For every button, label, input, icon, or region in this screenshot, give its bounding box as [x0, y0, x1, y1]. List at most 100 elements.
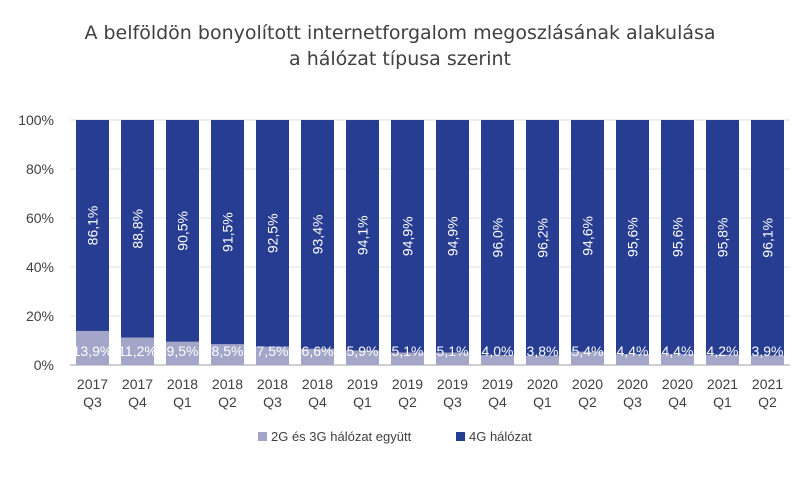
data-label-4g: 95,6%: [625, 217, 641, 257]
x-tick-label-quarter: Q4: [668, 394, 687, 410]
x-tick-label-year: 2018: [257, 376, 288, 392]
x-tick-label-year: 2020: [617, 376, 648, 392]
bar-2g3g: [436, 352, 469, 365]
y-tick-label: 60%: [26, 210, 54, 226]
data-label-4g: 94,1%: [355, 215, 371, 255]
data-label-4g: 96,2%: [535, 218, 551, 258]
bar-2g3g: [661, 354, 694, 365]
chart-title-line1: A belföldön bonyolított internetforgalom…: [84, 22, 716, 44]
x-tick-label-quarter: Q2: [218, 394, 237, 410]
data-label-4g: 91,5%: [220, 212, 236, 252]
data-label-2g3g: 3,8%: [527, 343, 559, 359]
bar-4g: [751, 120, 784, 356]
x-tick-label-quarter: Q2: [398, 394, 417, 410]
chart-title-line2: a hálózat típusa szerint: [289, 48, 511, 70]
bar-4g: [526, 120, 559, 356]
data-label-4g: 94,6%: [580, 216, 596, 256]
data-label-4g: 96,0%: [490, 218, 506, 258]
bar-4g: [706, 120, 739, 355]
bar-2g3g: [256, 346, 289, 365]
bar-2g3g: [526, 355, 559, 365]
bar-4g: [211, 120, 244, 345]
data-label-4g: 86,1%: [85, 206, 101, 246]
bar-4g: [121, 120, 154, 338]
bar-4g: [346, 120, 379, 351]
x-tick-label-quarter: Q1: [533, 394, 552, 410]
x-tick-label-quarter: Q3: [623, 394, 642, 410]
data-label-2g3g: 9,5%: [167, 343, 199, 359]
y-tick-label: 80%: [26, 161, 54, 177]
bar-4g: [571, 120, 604, 352]
bar-4g: [301, 120, 334, 349]
x-tick-label-year: 2019: [392, 376, 423, 392]
data-label-2g3g: 3,9%: [752, 343, 784, 359]
x-tick-label-year: 2020: [662, 376, 693, 392]
bar-2g3g: [121, 337, 154, 365]
bar-2g3g: [211, 344, 244, 365]
data-label-4g: 96,1%: [760, 218, 776, 258]
data-label-2g3g: 7,5%: [257, 343, 289, 359]
y-tick-label: 100%: [18, 112, 54, 128]
data-label-2g3g: 5,1%: [392, 343, 424, 359]
bar-2g3g: [346, 350, 379, 365]
y-tick-label: 20%: [26, 308, 54, 324]
x-tick-label-year: 2021: [707, 376, 738, 392]
x-tick-label-quarter: Q2: [578, 394, 597, 410]
x-tick-label-year: 2020: [527, 376, 558, 392]
x-tick-label-quarter: Q4: [128, 394, 147, 410]
x-tick-label-year: 2018: [167, 376, 198, 392]
x-tick-label-year: 2019: [347, 376, 378, 392]
data-label-2g3g: 4,4%: [662, 343, 694, 359]
x-tick-label-quarter: Q1: [713, 394, 732, 410]
data-label-2g3g: 4,0%: [482, 343, 514, 359]
x-tick-label-quarter: Q1: [353, 394, 372, 410]
data-label-2g3g: 11,2%: [118, 343, 157, 359]
bar-4g: [391, 120, 424, 353]
data-label-2g3g: 6,6%: [302, 343, 334, 359]
bar-4g: [76, 120, 109, 331]
data-label-2g3g: 8,5%: [212, 343, 244, 359]
y-tick-label: 0%: [34, 357, 54, 373]
y-tick-label: 40%: [26, 259, 54, 275]
data-label-4g: 94,9%: [445, 216, 461, 256]
bar-2g3g: [706, 354, 739, 365]
x-tick-label-quarter: Q3: [83, 394, 102, 410]
bar-2g3g: [571, 351, 604, 365]
bar-4g: [166, 120, 199, 342]
x-tick-label-year: 2021: [752, 376, 783, 392]
bar-2g3g: [751, 355, 784, 365]
bar-2g3g: [391, 352, 424, 365]
bar-2g3g: [76, 330, 109, 365]
x-tick-label-year: 2017: [122, 376, 153, 392]
data-label-2g3g: 5,4%: [572, 343, 604, 359]
data-label-4g: 95,8%: [715, 218, 731, 258]
x-tick-label-year: 2020: [572, 376, 603, 392]
data-label-4g: 88,8%: [130, 209, 146, 249]
data-label-2g3g: 13,9%: [73, 343, 113, 359]
bar-4g: [256, 120, 289, 347]
data-label-4g: 94,9%: [400, 216, 416, 256]
bar-2g3g: [301, 348, 334, 365]
x-tick-label-quarter: Q4: [488, 394, 507, 410]
bar-4g: [481, 120, 514, 356]
bar-4g: [436, 120, 469, 353]
bar-2g3g: [481, 355, 514, 365]
data-label-2g3g: 5,1%: [437, 343, 469, 359]
data-label-4g: 90,5%: [175, 211, 191, 251]
data-label-4g: 95,6%: [670, 217, 686, 257]
legend-label: 2G és 3G hálózat együtt: [271, 429, 412, 444]
x-tick-label-quarter: Q3: [443, 394, 462, 410]
data-label-2g3g: 4,2%: [707, 343, 739, 359]
bar-2g3g: [166, 341, 199, 365]
x-tick-label-quarter: Q1: [173, 394, 192, 410]
data-label-2g3g: 4,4%: [617, 343, 649, 359]
x-tick-label-year: 2018: [302, 376, 333, 392]
bar-4g: [661, 120, 694, 355]
x-tick-label-quarter: Q4: [308, 394, 327, 410]
bar-4g: [616, 120, 649, 355]
x-tick-label-year: 2019: [437, 376, 468, 392]
x-tick-label-quarter: Q2: [758, 394, 777, 410]
legend-swatch: [456, 432, 465, 441]
data-label-4g: 92,5%: [265, 213, 281, 253]
